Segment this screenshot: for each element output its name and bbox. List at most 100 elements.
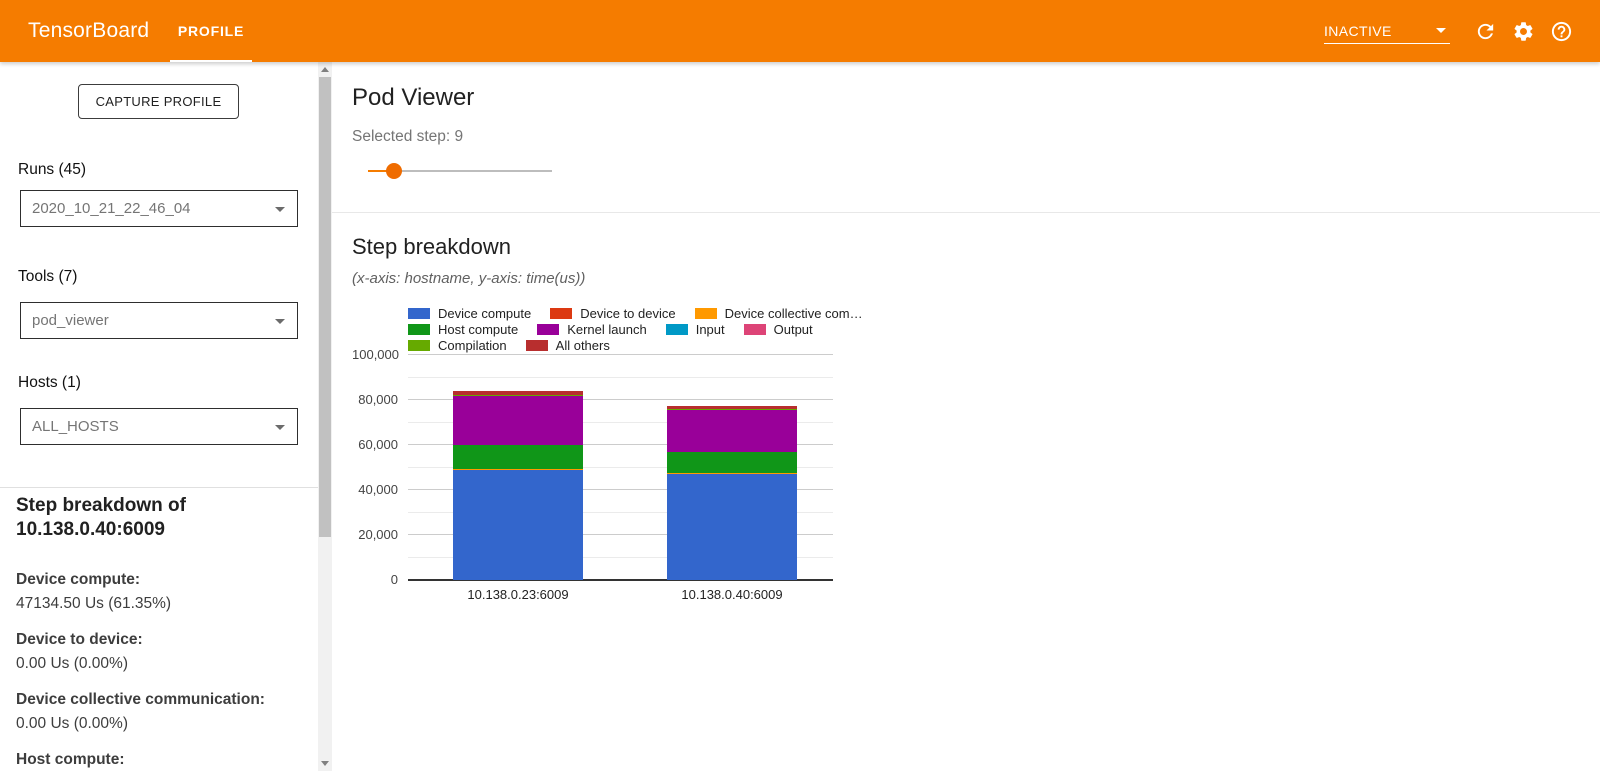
- legend-swatch: [550, 308, 573, 319]
- stat-value: 0.00 Us (0.00%): [16, 715, 128, 732]
- stat-item: Host compute:: [16, 750, 308, 769]
- legend-label: Host compute: [438, 322, 519, 337]
- tools-label: Tools (7): [18, 268, 78, 285]
- status-dropdown-value: INACTIVE: [1324, 22, 1392, 39]
- legend-row: Host compute Kernel launch Input Output: [408, 322, 863, 337]
- tab-profile-label: PROFILE: [177, 23, 245, 39]
- legend-label: Device compute: [438, 306, 532, 321]
- bar-segment: [667, 473, 797, 580]
- runs-dropdown[interactable]: 2020_10_21_22_46_04: [20, 190, 298, 227]
- legend-label: Device to device: [580, 306, 676, 321]
- scroll-down-button[interactable]: [318, 756, 332, 771]
- header-actions: INACTIVE: [1324, 0, 1580, 62]
- legend-row: Compilation All others: [408, 338, 863, 353]
- gridline: [408, 489, 833, 490]
- tab-profile[interactable]: PROFILE: [170, 0, 252, 62]
- hosts-dropdown-value: ALL_HOSTS: [32, 418, 119, 435]
- bar-segment: [453, 470, 583, 580]
- gridline: [408, 466, 833, 468]
- help-button[interactable]: [1542, 12, 1580, 50]
- capture-profile-button[interactable]: CAPTURE PROFILE: [78, 84, 239, 119]
- legend-item: Input: [665, 322, 725, 337]
- bar-segment: [667, 405, 797, 410]
- legend-row: Device compute Device to device Device col…: [408, 306, 863, 321]
- bar-segment: [453, 468, 583, 471]
- bar-segment: [453, 394, 583, 396]
- legend-item: Device compute: [408, 306, 531, 321]
- gear-icon: [1514, 21, 1532, 41]
- app-title: TensorBoard: [28, 19, 150, 42]
- legend-swatch: [537, 324, 560, 335]
- legend-item: Device to device: [550, 306, 676, 321]
- refresh-button[interactable]: [1466, 12, 1504, 50]
- y-axis-label: 60,000: [358, 437, 398, 452]
- legend-swatch: [694, 308, 717, 319]
- chart-plot: 10.138.0.23:6009 10.138.0.40:6009: [408, 354, 833, 602]
- header: TensorBoard PROFILE INACTIVE: [0, 0, 1600, 62]
- page-title: Pod Viewer: [352, 84, 475, 111]
- hosts-dropdown[interactable]: ALL_HOSTS: [20, 408, 298, 445]
- runs-dropdown-value: 2020_10_21_22_46_04: [32, 200, 191, 217]
- legend-label: Input: [695, 322, 725, 337]
- legend-swatch: [743, 324, 766, 335]
- y-axis-label: 100,000: [352, 347, 399, 362]
- settings-button[interactable]: [1504, 12, 1542, 50]
- chart-legend: Device compute Device to device Device col…: [408, 306, 863, 354]
- y-axis-label: 80,000: [358, 392, 398, 407]
- slider-active-track: [368, 170, 394, 172]
- chevron-down-icon: [275, 425, 285, 430]
- legend-item: Output: [743, 322, 813, 337]
- legend-swatch: [525, 340, 548, 351]
- chevron-down-icon: [275, 207, 285, 212]
- bar-segment: [453, 395, 583, 445]
- chevron-down-icon: [1436, 28, 1446, 33]
- gridline: [408, 399, 833, 400]
- legend-label: Compilation: [438, 338, 507, 353]
- active-tab-indicator: [170, 60, 252, 62]
- bar-segment: [667, 452, 797, 473]
- status-dropdown[interactable]: INACTIVE: [1324, 18, 1450, 44]
- bar-segment: [667, 472, 797, 474]
- x-axis-line: [408, 579, 833, 581]
- help-icon: [1551, 21, 1571, 41]
- divider: [332, 212, 1600, 213]
- scrollbar-thumb[interactable]: [319, 77, 331, 537]
- stat-label: Device to device:: [16, 631, 143, 648]
- stat-label: Device collective communication:: [16, 691, 265, 708]
- legend-swatch: [665, 324, 688, 335]
- bar-segment: [667, 410, 797, 453]
- tools-dropdown[interactable]: pod_viewer: [20, 302, 298, 339]
- legend-swatch: [408, 340, 430, 351]
- scrollbar: [318, 62, 332, 771]
- bar-segment: [453, 444, 583, 469]
- bar-segment: [667, 409, 797, 411]
- stat-item: Device compute: 47134.50 Us (61.35%): [16, 570, 308, 613]
- step-slider[interactable]: [368, 162, 552, 180]
- stat-value: 0.00 Us (0.00%): [16, 655, 128, 672]
- legend-label: Device collective com…: [724, 306, 863, 321]
- y-axis-label: 0: [390, 572, 398, 587]
- triangle-up-icon: [321, 67, 329, 72]
- legend-item: Kernel launch: [537, 322, 647, 337]
- scroll-up-button[interactable]: [318, 62, 332, 77]
- slider-track[interactable]: [368, 170, 552, 172]
- sidebar: CAPTURE PROFILE Runs (45) 2020_10_21_22_…: [0, 62, 318, 771]
- stat-value: 47134.50 Us (61.35%): [16, 595, 172, 612]
- stat-label: Device compute:: [16, 571, 141, 588]
- divider: [0, 487, 318, 488]
- y-axis-label: 40,000: [358, 482, 398, 497]
- chevron-down-icon: [275, 319, 285, 324]
- legend-item: Device collective com…: [694, 306, 863, 321]
- tools-dropdown-value: pod_viewer: [32, 312, 109, 329]
- legend-swatch: [408, 308, 430, 319]
- stat-item: Device collective communication: 0.00 Us …: [16, 690, 308, 733]
- step-breakdown-chart: Device compute Device to device Device col…: [352, 300, 863, 620]
- hosts-label: Hosts (1): [18, 374, 81, 391]
- stat-item: Device to device: 0.00 Us (0.00%): [16, 630, 308, 673]
- slider-thumb[interactable]: [385, 163, 402, 179]
- legend-label: Output: [773, 322, 813, 337]
- gridline: [408, 376, 833, 378]
- y-axis-label: 20,000: [358, 527, 398, 542]
- triangle-down-icon: [321, 761, 329, 766]
